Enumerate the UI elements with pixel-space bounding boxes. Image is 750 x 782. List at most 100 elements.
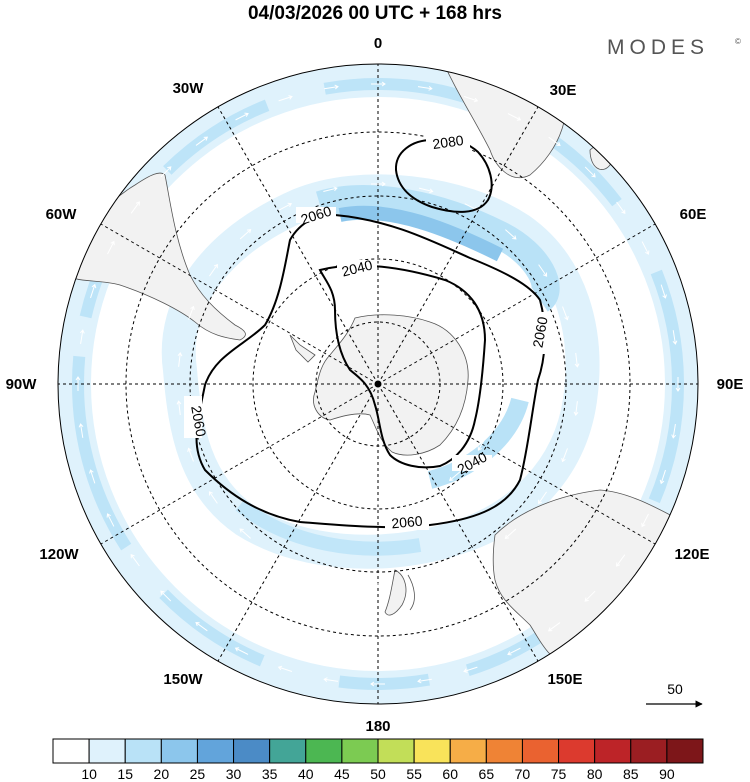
wind-arrow-icon <box>659 469 666 485</box>
wind-arrow-icon <box>584 590 596 602</box>
colorbar-swatch <box>269 738 307 764</box>
wind-arrow-icon <box>234 647 249 655</box>
wind-arrow-icon <box>370 501 385 507</box>
colorbar-tick-label: 80 <box>587 766 603 782</box>
colorbar-swatch <box>52 738 90 764</box>
meridian-line <box>377 223 656 385</box>
lon-label-150e: 150E <box>547 671 582 688</box>
wind-arrow-icon <box>641 241 650 255</box>
wind-arrow-icon <box>160 166 172 178</box>
wind-arrow-icon <box>239 229 252 240</box>
contour-2080 <box>394 138 493 213</box>
wind-arrow-icon <box>130 553 140 567</box>
wind-arrow-icon <box>641 513 649 528</box>
wind-arrow-icon <box>329 493 344 500</box>
wind-arrow-icon <box>176 400 182 416</box>
wind-arrow-icon <box>538 264 548 277</box>
wind-arrow-icon <box>417 85 433 91</box>
wind-arrow-icon <box>449 471 461 482</box>
wind-arrow-icon <box>371 81 386 87</box>
wind-arrow-icon <box>562 306 569 321</box>
colorbar-swatch <box>449 738 487 764</box>
wind-arrow-icon <box>188 305 195 320</box>
wind-arrow-icon <box>75 376 81 391</box>
wind-arrow-icon <box>573 401 579 416</box>
colorbar-tick-label: 20 <box>154 766 170 782</box>
wind-arrow-icon <box>278 556 292 565</box>
wind-arrow-icon <box>270 317 279 331</box>
reference-vector: 50 <box>646 681 703 708</box>
wind-arrow-icon <box>477 437 486 451</box>
wind-arrow-icon <box>463 666 478 673</box>
lon-label-90e: 90E <box>717 376 744 393</box>
wind-arrow-icon <box>463 557 478 566</box>
contour-label-2060-b: 2060 <box>529 315 550 349</box>
wind-arrow-icon <box>660 284 667 299</box>
colorbar-tick-label: 25 <box>190 766 206 782</box>
wind-arrow-icon <box>493 397 498 413</box>
colorbar-swatch <box>124 738 162 764</box>
colorbar-swatch <box>413 738 451 764</box>
wind-arrow-icon <box>616 201 626 215</box>
wind-arrow-icon <box>78 423 84 438</box>
colorbar-tick-label: 85 <box>623 766 639 782</box>
colorbar-tick-label: 45 <box>334 766 350 782</box>
wind-arrow-icon <box>160 590 172 602</box>
wind-arrow-icon <box>507 113 522 121</box>
colorbar-swatch <box>521 738 560 764</box>
contour-2040 <box>318 264 487 469</box>
colorbar-tick-label: 10 <box>81 766 97 782</box>
wind-arrow-icon <box>294 470 307 481</box>
colorbar-swatch <box>666 738 704 764</box>
colorbar-swatch <box>233 738 271 764</box>
meridian-line <box>377 106 539 385</box>
contour-label-2060-d: 2060 <box>391 513 424 532</box>
wind-arrow-icon <box>418 187 434 194</box>
wind-arrow-icon <box>449 287 462 298</box>
wind-arrow-icon <box>89 469 96 484</box>
colorbar <box>52 738 704 764</box>
colorbar-tick-label: 75 <box>551 766 567 782</box>
wind-arrow-icon <box>463 96 479 103</box>
lon-label-180: 180 <box>365 718 390 735</box>
lon-label-120e: 120E <box>674 546 709 563</box>
colorbar-tick-label: 55 <box>406 766 422 782</box>
wind-arrow-icon <box>187 447 194 462</box>
wind-arrow-icon <box>370 681 385 687</box>
wind-arrow-icon <box>195 622 208 632</box>
colorbar-tick-label: 90 <box>659 766 675 782</box>
wind-arrow-icon <box>504 528 517 539</box>
meridian-line <box>377 383 539 662</box>
wind-arrow-icon <box>209 263 218 277</box>
wind-arrow-icon <box>324 84 339 90</box>
wind-arrow-icon <box>418 576 433 582</box>
wind-arrow-icon <box>616 554 626 567</box>
wind-arrow-icon <box>277 665 293 672</box>
lon-label-150w: 150W <box>163 671 203 688</box>
meridian-lines <box>58 64 698 704</box>
wind-arrow-icon <box>547 622 561 632</box>
brand-logo: MODES <box>607 36 709 59</box>
wind-arrow-icon <box>208 491 218 504</box>
colorbar-swatch <box>377 738 415 764</box>
meridian-line <box>217 106 379 385</box>
wind-arrow-icon <box>323 186 338 192</box>
wind-arrow-icon <box>411 493 426 501</box>
contour-label-2060-c: 2060 <box>188 404 209 438</box>
wind-arrow-icon <box>671 423 677 439</box>
colorbar-swatch <box>558 738 596 764</box>
map-disc: 2080 2060 2040 2060 2060 2040 2060 <box>58 64 698 704</box>
lon-label-60e: 60E <box>680 206 707 223</box>
new-zealand-landmass <box>384 569 407 616</box>
contour-label-2080: 2080 <box>431 132 464 152</box>
meridian-line <box>100 383 379 545</box>
colorbar-tick-label: 60 <box>442 766 458 782</box>
colorbar-swatch <box>88 738 126 764</box>
wind-arrow-icon <box>538 491 547 505</box>
wind-vectors <box>75 81 681 687</box>
colorbar-swatch <box>630 738 668 764</box>
wind-arrow-icon <box>322 574 338 581</box>
wind-arrow-icon <box>256 397 262 412</box>
wind-band-middle <box>161 174 600 569</box>
